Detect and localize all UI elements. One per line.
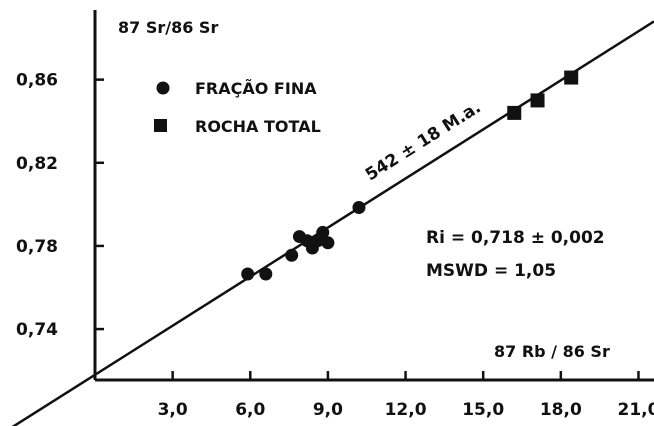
ri-annotation: Ri = 0,718 ± 0,002 [426,228,605,248]
fracao-fina-point [321,236,335,250]
x-tick-label: 6,0 [235,400,265,420]
x-tick-label: 15,0 [462,400,504,420]
rocha-total-point [564,70,579,85]
legend-marker-rocha-total [154,119,167,132]
data-points [241,70,579,281]
ticks: 3,0 6,0 9,0 12,0 15,0 18,0 21,0 0,74 0,78 0,82 0,8… [16,71,654,420]
legend-marker-fracao-fina [156,81,170,95]
y-tick-label: 0,78 [16,237,58,257]
axes [93,10,654,382]
rocha-total-point [507,105,522,120]
x-tick-label: 3,0 [158,400,188,420]
legend: FRAÇÃO FINA ROCHA TOTAL [154,79,321,136]
x-tick-label: 18,0 [540,400,582,420]
fracao-fina-point [285,248,299,262]
isochron-line [11,20,654,426]
x-axis-title: 87 Rb / 86 Sr [494,342,610,361]
y-tick-label: 0,82 [16,154,58,174]
y-axis-title: 87 Sr/86 Sr [118,18,218,37]
fracao-fina-point [259,267,273,281]
legend-label-fracao-fina: FRAÇÃO FINA [195,79,317,98]
fracao-fina-point [241,267,255,281]
x-tick-label: 21,0 [617,400,654,420]
y-tick-label: 0,86 [16,71,58,91]
fracao-fina-point [352,200,366,214]
fracao-fina-point [316,225,330,239]
y-tick-label: 0,74 [16,320,58,340]
legend-label-rocha-total: ROCHA TOTAL [195,117,321,136]
isochron-line-layer [11,20,654,426]
mswd-annotation: MSWD = 1,05 [426,261,556,281]
x-tick-label: 9,0 [313,400,343,420]
rocha-total-point [530,93,545,108]
x-tick-label: 12,0 [385,400,427,420]
